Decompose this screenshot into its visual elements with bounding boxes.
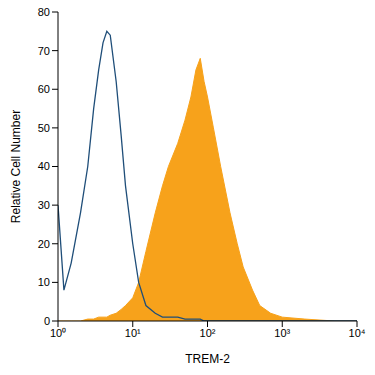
svg-text:0: 0 — [44, 315, 50, 327]
svg-text:10³: 10³ — [274, 327, 290, 339]
svg-text:10⁴: 10⁴ — [349, 327, 366, 339]
svg-text:30: 30 — [38, 199, 50, 211]
svg-text:Relative Cell Number: Relative Cell Number — [9, 110, 23, 223]
svg-text:50: 50 — [38, 122, 50, 134]
svg-text:10¹: 10¹ — [125, 327, 141, 339]
svg-text:40: 40 — [38, 160, 50, 172]
svg-text:10²: 10² — [200, 327, 216, 339]
svg-text:10⁰: 10⁰ — [50, 327, 66, 339]
svg-text:10: 10 — [38, 276, 50, 288]
svg-text:TREM-2: TREM-2 — [185, 352, 230, 366]
svg-text:70: 70 — [38, 45, 50, 57]
svg-text:60: 60 — [38, 83, 50, 95]
svg-text:20: 20 — [38, 238, 50, 250]
svg-text:80: 80 — [38, 6, 50, 18]
